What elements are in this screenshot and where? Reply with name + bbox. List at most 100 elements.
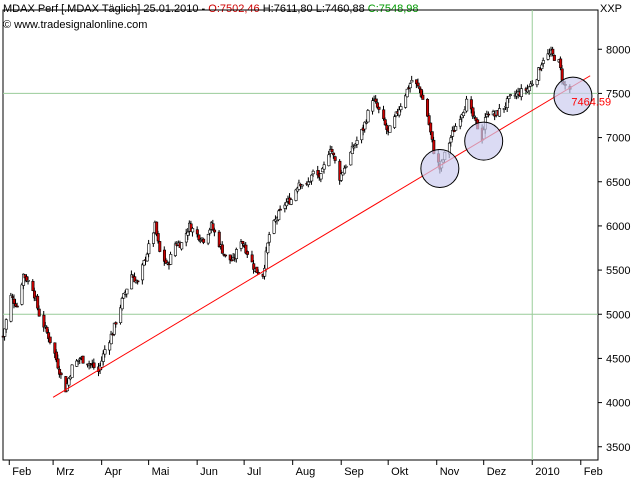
candle-body [263, 268, 267, 277]
candle-body [45, 326, 49, 333]
y-tick-label: 7500 [606, 88, 630, 100]
x-tick-label: Apr [105, 466, 122, 478]
candle-body [454, 126, 458, 131]
last-value-label: 7464.59 [571, 96, 611, 108]
candle-body [58, 368, 62, 375]
y-tick-label: 5000 [606, 309, 630, 321]
candle-body [125, 288, 129, 295]
candle-body [9, 295, 13, 322]
candle-body [195, 229, 199, 235]
candle-body [180, 242, 184, 250]
candle-body [141, 264, 145, 281]
candle-body [222, 253, 226, 256]
candle-body [552, 54, 556, 61]
candle-body [366, 110, 370, 123]
candle-body [206, 233, 210, 244]
x-tick-label: Dez [487, 466, 507, 478]
candle-body [186, 231, 190, 236]
candle-body [103, 349, 107, 355]
candle-body [427, 115, 431, 125]
candle-body [47, 332, 51, 339]
candle-body [355, 140, 359, 145]
candle-body [235, 249, 239, 260]
candle-body [155, 221, 159, 235]
candle-body [505, 98, 509, 108]
candle-body [75, 360, 79, 367]
candle-body [70, 364, 74, 378]
candle-body [404, 95, 408, 108]
candle-body [224, 254, 228, 257]
candle-body [374, 98, 378, 102]
candle-body [319, 173, 323, 180]
candle-body [264, 250, 268, 270]
candle-body [278, 208, 282, 211]
candle-body [308, 181, 312, 183]
y-tick-label: 6000 [606, 221, 630, 233]
candle-body [343, 167, 347, 174]
candle-body [397, 109, 401, 116]
candle-body [158, 241, 162, 252]
candle-body [541, 60, 545, 64]
candle-body [502, 107, 506, 110]
candle-body [241, 241, 245, 245]
high-label: H: [262, 3, 274, 15]
y-tick-label: 8000 [606, 44, 630, 56]
candle-body [59, 372, 63, 376]
candle-body [197, 234, 201, 241]
candle-body [333, 156, 337, 161]
candle-body [42, 314, 46, 328]
candle-body [418, 86, 422, 90]
candle-body [76, 360, 80, 362]
candle-body [119, 307, 123, 323]
candle-body [487, 113, 491, 116]
chart-header: MDAX Perf [.MDAX Täglich] 25.01.2010 - O… [3, 3, 419, 15]
candle-body [112, 322, 116, 335]
candle-body [371, 100, 375, 112]
y-tick-label: 3500 [606, 442, 630, 454]
candle-body [300, 184, 304, 187]
candle-body [67, 378, 71, 386]
candle-body [245, 251, 249, 255]
candle-body [43, 325, 47, 327]
candle-body [213, 229, 217, 233]
symbol-label: XXP [600, 3, 623, 15]
x-tick-label: Jul [247, 466, 261, 478]
candle-body [421, 94, 425, 100]
candle-body [78, 358, 82, 361]
candle-body [322, 164, 326, 170]
candle-body [108, 342, 112, 351]
candle-body [519, 88, 523, 97]
candle-body [471, 107, 475, 117]
candle-body [507, 95, 511, 100]
candle-body [382, 109, 386, 120]
candle-body [15, 305, 19, 308]
candle-body [208, 229, 212, 234]
candle-body [202, 238, 206, 243]
candle-body [559, 58, 563, 69]
candle-body [114, 322, 118, 325]
candle-body [200, 237, 204, 240]
candle-body [250, 254, 254, 263]
y-tick-label: 5500 [606, 265, 630, 277]
candle-body [469, 99, 473, 110]
candle-body [3, 328, 7, 337]
candle-body [211, 223, 215, 231]
y-tick-label: 4000 [606, 398, 630, 410]
candle-body [429, 122, 433, 133]
candle-body [535, 79, 539, 86]
candle-body [130, 274, 134, 290]
candle-body [33, 290, 37, 299]
candle-body [36, 295, 40, 309]
candle-body [120, 298, 124, 310]
candle-body [383, 119, 387, 126]
candle-body [156, 233, 160, 242]
candle-body [509, 94, 513, 96]
candle-body [352, 146, 356, 149]
candle-body [537, 67, 541, 81]
candle-body [26, 280, 30, 282]
candle-body [136, 280, 140, 283]
x-tick-label: Okt [391, 466, 408, 478]
candle-body [147, 243, 151, 255]
candle-body [48, 336, 52, 343]
